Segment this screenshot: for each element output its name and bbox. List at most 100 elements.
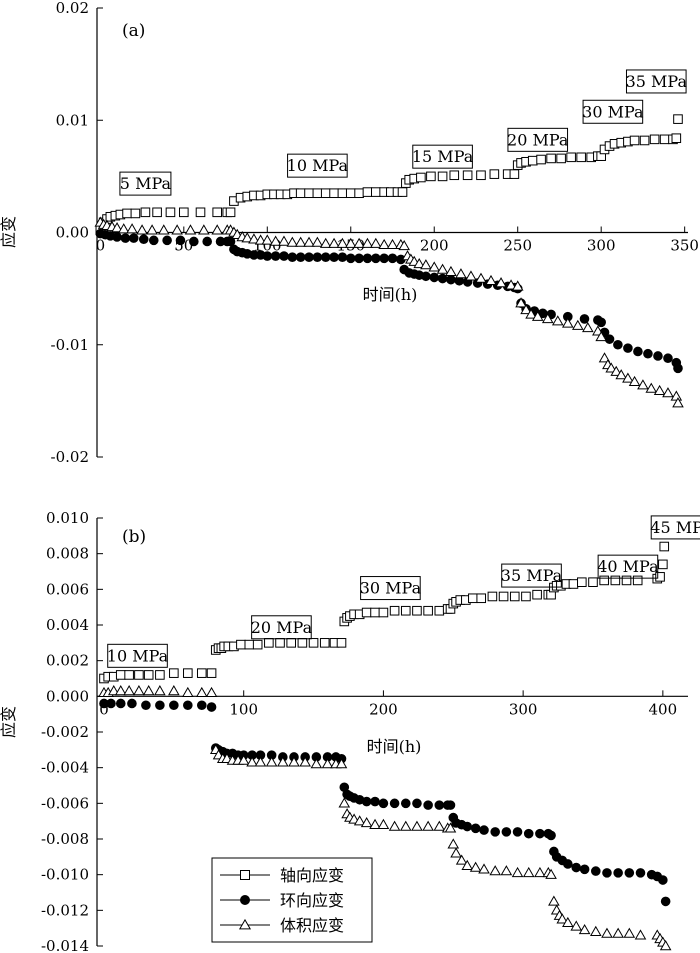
data-point bbox=[195, 207, 206, 218]
data-point bbox=[308, 638, 319, 648]
data-point bbox=[277, 756, 289, 767]
data-point bbox=[599, 575, 609, 586]
data-point bbox=[623, 927, 636, 938]
data-point bbox=[399, 820, 412, 831]
stress-label-text: 30 MPa bbox=[582, 102, 644, 121]
data-point bbox=[578, 923, 591, 935]
stress-label: 45 MPa bbox=[650, 515, 700, 540]
data-point bbox=[337, 188, 348, 199]
data-point bbox=[254, 756, 267, 767]
y-tick-label: -0.010 bbox=[41, 866, 89, 884]
stress-label-box bbox=[251, 615, 312, 640]
data-point bbox=[345, 188, 356, 199]
data-point bbox=[106, 698, 116, 709]
data-point bbox=[360, 816, 373, 828]
data-point bbox=[244, 639, 255, 650]
data-point bbox=[270, 251, 281, 261]
data-point bbox=[455, 854, 468, 865]
data-point bbox=[198, 224, 210, 235]
data-point bbox=[509, 169, 520, 179]
data-point bbox=[596, 317, 606, 328]
stress-label-text: 35 MPa bbox=[501, 566, 563, 585]
data-point bbox=[505, 279, 517, 290]
data-point bbox=[479, 825, 489, 835]
y-tick-label: -0.012 bbox=[41, 901, 89, 919]
data-point bbox=[134, 670, 144, 680]
data-point bbox=[444, 822, 457, 833]
data-point bbox=[304, 188, 314, 199]
stress-label-text: 45 MPa bbox=[650, 518, 700, 537]
data-point bbox=[659, 541, 670, 552]
data-point bbox=[398, 240, 410, 251]
data-point bbox=[475, 272, 487, 283]
data-point bbox=[622, 372, 634, 383]
data-point bbox=[613, 339, 623, 350]
data-point bbox=[470, 823, 481, 834]
data-point bbox=[286, 638, 297, 648]
data-point bbox=[370, 796, 380, 807]
data-point bbox=[511, 866, 524, 878]
data-point bbox=[371, 253, 381, 264]
data-point bbox=[182, 686, 194, 697]
data-point bbox=[416, 172, 426, 183]
data-point bbox=[127, 698, 137, 709]
data-point bbox=[605, 362, 618, 373]
data-point bbox=[335, 758, 348, 769]
data-point bbox=[556, 913, 569, 924]
data-point bbox=[336, 237, 349, 248]
data-point bbox=[469, 861, 482, 872]
panel-label: (b) bbox=[122, 527, 146, 547]
data-point bbox=[252, 639, 263, 650]
stress-label: 30 MPa bbox=[582, 99, 644, 124]
stress-label-text: 5 MPa bbox=[120, 174, 172, 193]
data-point bbox=[206, 702, 217, 712]
legend-marker bbox=[238, 918, 252, 930]
data-point bbox=[536, 154, 546, 165]
data-point bbox=[205, 686, 218, 697]
data-point bbox=[362, 187, 373, 197]
data-point bbox=[623, 343, 633, 353]
data-point bbox=[462, 821, 473, 832]
data-point bbox=[264, 638, 274, 648]
data-point bbox=[498, 591, 509, 602]
data-point bbox=[527, 155, 538, 166]
data-point bbox=[461, 859, 474, 870]
x-tick-label: 200 bbox=[420, 237, 449, 255]
data-point bbox=[388, 820, 401, 831]
data-point bbox=[595, 330, 607, 342]
x-tick-label: 0 bbox=[96, 237, 106, 255]
data-point bbox=[534, 866, 546, 878]
data-point bbox=[579, 314, 590, 324]
data-point bbox=[546, 153, 556, 164]
data-point bbox=[111, 222, 123, 233]
data-point bbox=[361, 607, 372, 618]
stress-label-box bbox=[582, 99, 644, 124]
data-point bbox=[612, 927, 624, 938]
data-point bbox=[206, 668, 217, 678]
data-point bbox=[128, 233, 139, 243]
data-point bbox=[269, 235, 282, 246]
data-point bbox=[328, 237, 340, 248]
data-point bbox=[446, 274, 456, 285]
data-point bbox=[261, 234, 274, 245]
data-point bbox=[525, 308, 537, 319]
data-point bbox=[663, 353, 673, 364]
data-point bbox=[671, 133, 682, 144]
data-point bbox=[152, 207, 162, 218]
data-point bbox=[532, 589, 542, 600]
data-point bbox=[511, 280, 524, 291]
stress-label: 40 MPa bbox=[597, 554, 659, 579]
y-tick-label: -0.01 bbox=[51, 336, 89, 354]
data-point bbox=[615, 369, 628, 380]
data-point bbox=[576, 152, 586, 163]
data-point bbox=[345, 253, 356, 264]
legend-label: 环向应变 bbox=[280, 891, 344, 910]
data-point bbox=[601, 927, 613, 938]
data-point bbox=[434, 605, 445, 616]
stress-label: 5 MPa bbox=[119, 171, 172, 196]
stress-label-text: 30 MPa bbox=[360, 579, 422, 598]
data-point bbox=[476, 593, 487, 604]
y-tick-label: 0.006 bbox=[46, 580, 89, 598]
data-point bbox=[428, 261, 441, 272]
stress-label-text: 15 MPa bbox=[412, 147, 474, 166]
